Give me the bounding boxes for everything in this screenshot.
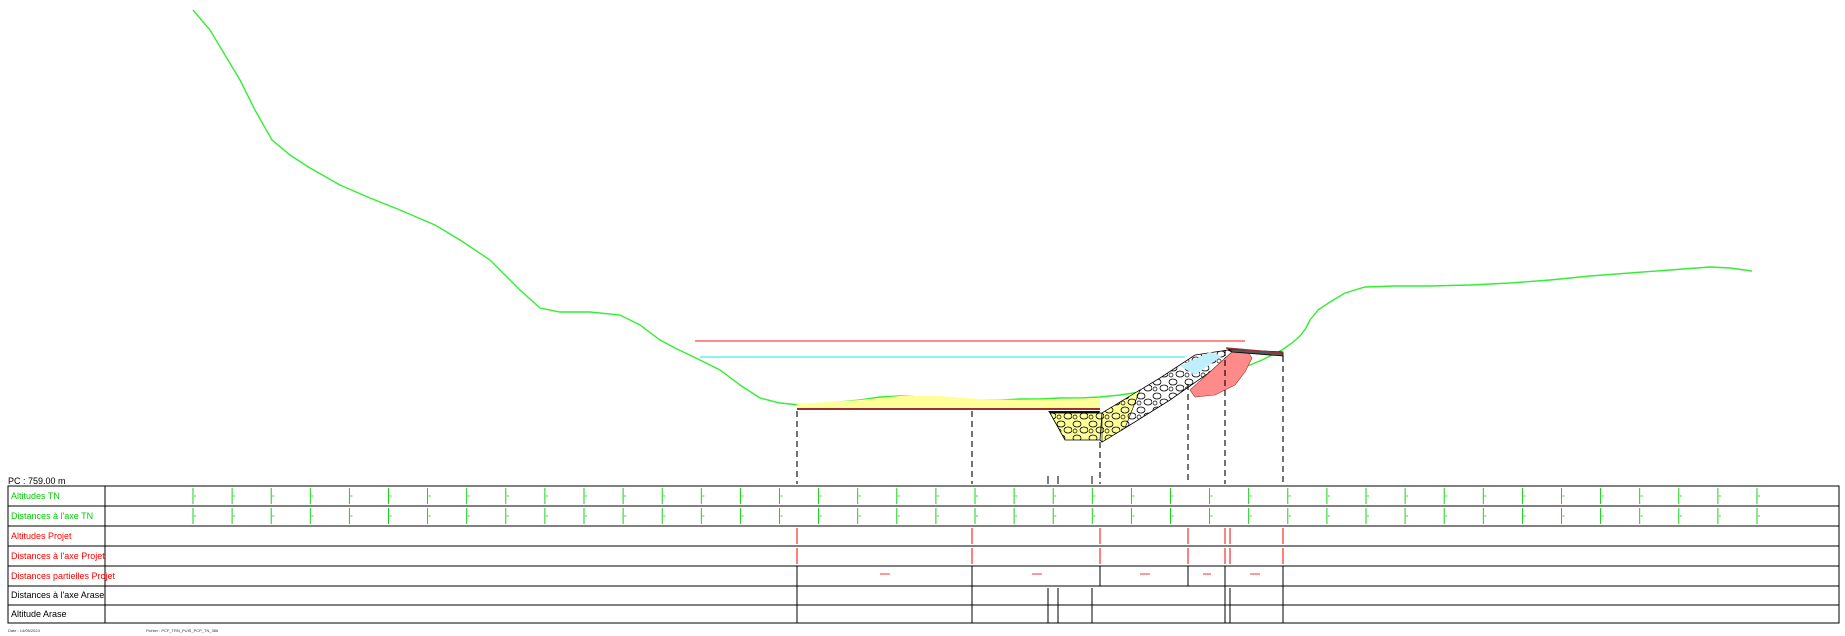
terrain-natural-line [192,9,1753,406]
row-label-altitudes-projet: Altitudes Projet [11,531,72,541]
row-label-altitudes-tn: Altitudes TN [11,491,60,501]
footer-date: Date : 14/05/2024 [8,628,41,633]
row-label-distances-projet: Distances à l'axe Projet [11,551,105,561]
row-label-distances-partielles: Distances partielles Projet [11,571,116,581]
arase-short-ticks [1047,476,1093,484]
tn-tick-marks [192,488,1760,524]
reference-plane-label: PC : 759.00 m [8,476,66,486]
slope-riprap-lower [1101,389,1141,443]
footer-file: Fichier : PCF_TRN_PUIS_PCP_TN_386 [146,628,219,633]
slope-cyan-area [1180,352,1222,375]
row-label-altitude-arase: Altitude Arase [11,609,67,619]
project-station-lines [796,350,1284,484]
toe-trench-riprap [1049,412,1103,441]
project-tick-marks [796,528,1284,623]
row-label-distances-tn: Distances à l'axe TN [11,511,93,521]
crest-top-line [1225,347,1284,354]
fill-zone-left [797,396,1100,409]
row-label-distances-arase: Distances à l'axe Arase [11,590,104,600]
profile-table [7,485,1840,624]
